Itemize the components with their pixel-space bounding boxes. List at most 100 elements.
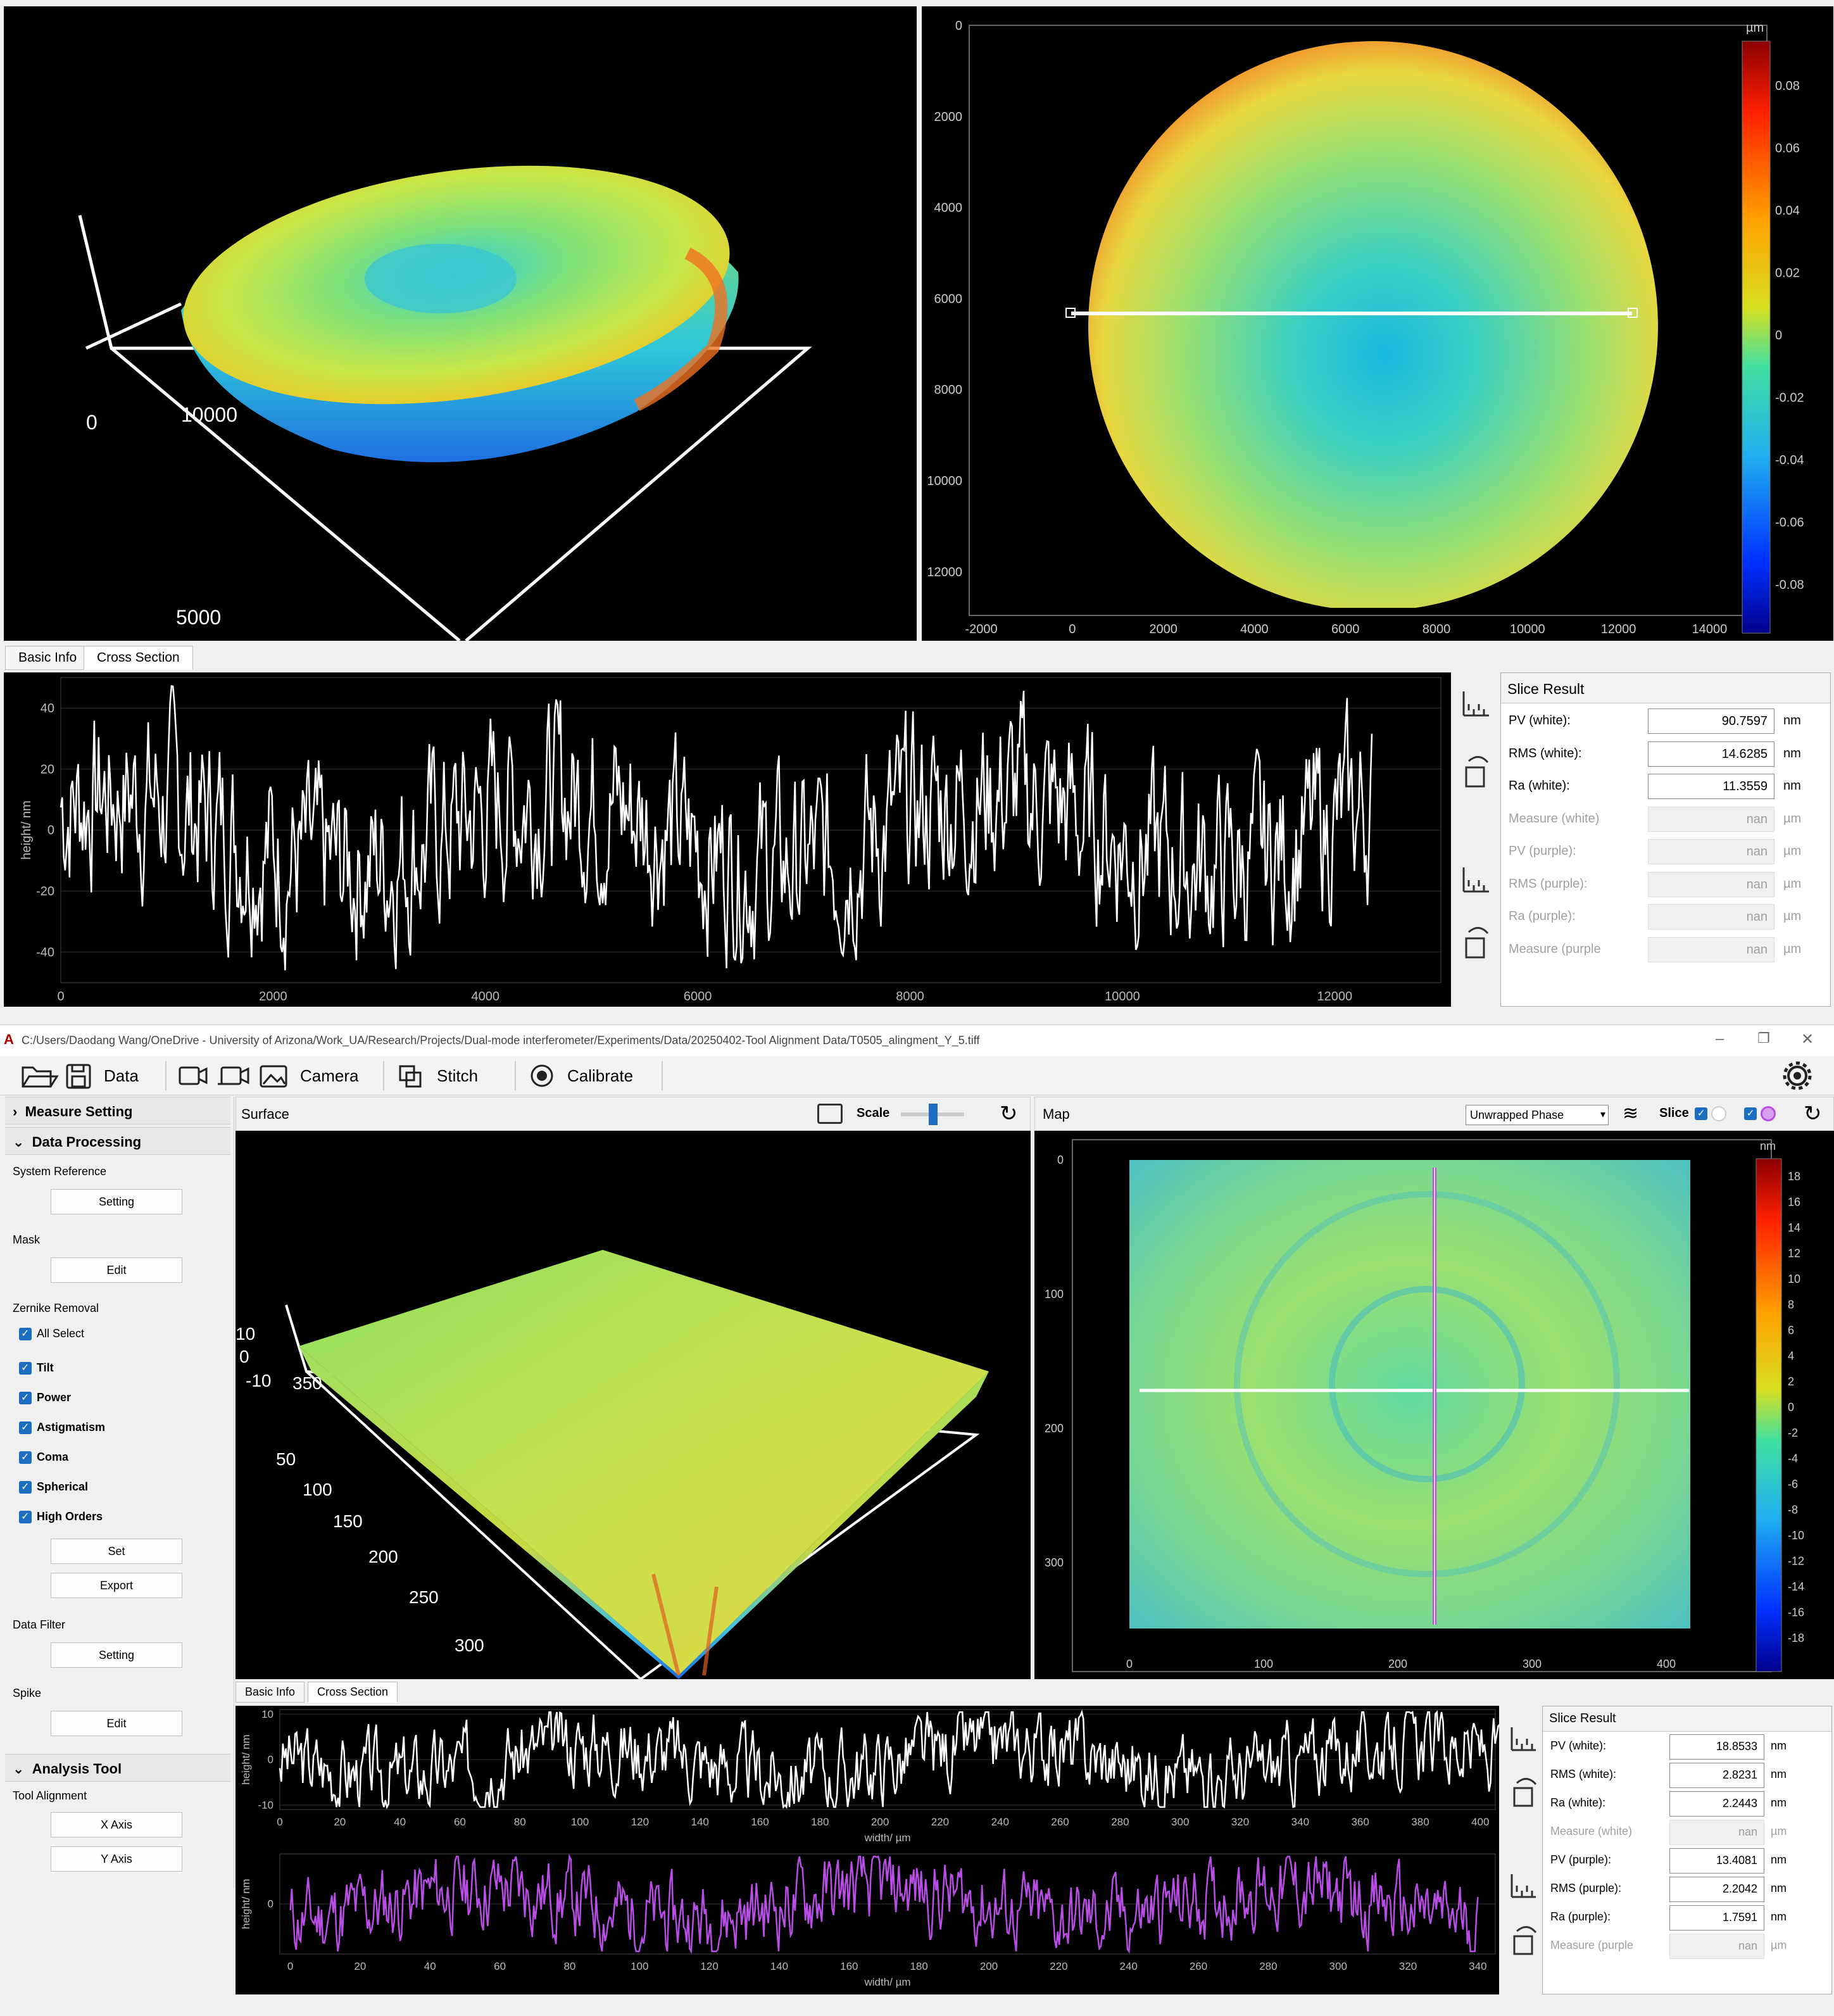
checkbox-checked-icon <box>19 1421 32 1434</box>
slice-white-checkbox[interactable]: ✓ <box>1695 1107 1707 1120</box>
tab-basic-info[interactable]: Basic Info <box>236 1682 305 1703</box>
y-axis-button[interactable]: Y Axis <box>51 1846 182 1872</box>
top-map-y-tick: 4000 <box>934 201 963 215</box>
data-filter-setting-button[interactable]: Setting <box>51 1642 182 1668</box>
map-refresh-icon[interactable]: ↻ <box>1804 1102 1822 1126</box>
maximize-button[interactable]: ❐ <box>1757 1030 1770 1046</box>
colorbar-tick: -8 <box>1788 1504 1798 1516</box>
x-tick-label: 140 <box>770 1960 788 1972</box>
mask-edit-button[interactable]: Edit <box>51 1257 182 1283</box>
spherical-checkbox[interactable]: Spherical <box>19 1480 88 1494</box>
y-tick-label: -10 <box>258 1799 273 1811</box>
x-axis-button[interactable]: X Axis <box>51 1812 182 1837</box>
top-result-label: Measure (white) <box>1509 811 1600 826</box>
close-button[interactable]: ✕ <box>1801 1031 1814 1048</box>
x-tick-label: 260 <box>1051 1816 1069 1828</box>
main-result-row: PV (purple): 13.4081 nm <box>1543 1847 1831 1875</box>
colorbar-tick: -6 <box>1788 1478 1798 1490</box>
data-button[interactable]: Data <box>104 1066 139 1085</box>
refresh-icon[interactable]: ↻ <box>1000 1102 1018 1126</box>
coma-checkbox[interactable]: Coma <box>19 1451 68 1464</box>
settings-gear-icon[interactable] <box>1778 1056 1817 1095</box>
top-colorbar-tick: -0.06 <box>1775 516 1804 530</box>
video-camera-icon <box>179 1066 208 1085</box>
measure-setting-header[interactable]: › Measure Setting <box>5 1097 230 1125</box>
top-result-row: PV (white): 90.7597 nm <box>1501 707 1830 735</box>
top-tab-basic-info[interactable]: Basic Info <box>5 646 91 670</box>
system-reference-setting-button[interactable]: Setting <box>51 1189 182 1214</box>
main-result-row: Measure (white) nan µm <box>1543 1818 1831 1846</box>
top-result-value[interactable]: 14.6285 <box>1648 741 1774 767</box>
tab-cross-section[interactable]: Cross Section <box>308 1682 398 1703</box>
main-result-value[interactable]: 2.2443 <box>1669 1791 1764 1817</box>
y-tick-label: -40 <box>36 945 54 959</box>
main-result-value[interactable]: nan <box>1669 1820 1764 1845</box>
top-result-label: Ra (purple): <box>1509 909 1576 923</box>
stitch-icon <box>383 1061 422 1090</box>
profile-line <box>279 1709 1499 1810</box>
high-orders-checkbox[interactable]: High Orders <box>19 1510 103 1523</box>
top-result-value[interactable]: 11.3559 <box>1648 774 1774 799</box>
top-result-value[interactable]: nan <box>1648 806 1774 832</box>
slice-purple-checkbox[interactable]: ✓ <box>1744 1107 1757 1120</box>
top-cross-section-plot[interactable]: 40 20 0 -20 -40 0 2000 4000 6000 8000 10000 12000 he… <box>4 672 1451 1007</box>
top-colorbar-tick: -0.02 <box>1775 391 1804 405</box>
camera-icons <box>179 1065 287 1088</box>
top-result-value[interactable]: nan <box>1648 871 1774 897</box>
calibrate-icon <box>515 1061 553 1090</box>
main-result-value[interactable]: 2.8231 <box>1669 1763 1764 1788</box>
purple-line-swatch-icon <box>1761 1106 1776 1121</box>
top-map-x-tick: -2000 <box>965 622 997 636</box>
top-tab-cross-section[interactable]: Cross Section <box>84 646 193 670</box>
top-result-unit: nm <box>1783 746 1801 760</box>
main-result-value[interactable]: 13.4081 <box>1669 1848 1764 1874</box>
scale-slider-handle[interactable] <box>929 1104 938 1125</box>
top-map-y-tick: 6000 <box>934 292 963 306</box>
power-checkbox[interactable]: Power <box>19 1391 71 1404</box>
main-result-value[interactable]: nan <box>1669 1934 1764 1959</box>
analysis-tool-header[interactable]: ⌄ Analysis Tool <box>5 1754 230 1782</box>
top-result-value[interactable]: nan <box>1648 904 1774 929</box>
main-result-value[interactable]: 2.2042 <box>1669 1877 1764 1902</box>
toolbar-icons-left <box>22 1061 166 1090</box>
zernike-set-button[interactable]: Set <box>51 1539 182 1564</box>
main-result-label: Ra (purple): <box>1550 1910 1611 1923</box>
checkbox-checked-icon <box>19 1327 32 1340</box>
top-surface-3d-plot: 0 10000 5000 <box>78 165 812 641</box>
zernike-export-button[interactable]: Export <box>51 1573 182 1598</box>
slice-settings-icon[interactable]: ≋ <box>1623 1103 1639 1124</box>
all-select-label: All Select <box>37 1327 85 1340</box>
x-tick-label: 380 <box>1411 1816 1429 1828</box>
all-select-checkbox[interactable]: All Select <box>19 1327 84 1340</box>
top-result-value[interactable]: nan <box>1648 839 1774 864</box>
minimize-button[interactable]: – <box>1716 1030 1724 1047</box>
surface-3d-view[interactable]: 10 0 -10 350 50 100 150 200 250 300 <box>236 1131 1031 1679</box>
top-result-unit: µm <box>1783 909 1802 923</box>
cross-section-plots[interactable]: 10 0 -10 0 20 40 60 80 100 120 140 160 180 200 220 240 2… <box>236 1706 1499 1994</box>
top-surface-3d-view[interactable]: 0 10000 5000 <box>4 6 917 641</box>
spike-edit-button[interactable]: Edit <box>51 1711 182 1736</box>
camera-button[interactable]: Camera <box>300 1066 359 1085</box>
x-tick-label: 180 <box>910 1960 927 1972</box>
main-result-value[interactable]: 1.7591 <box>1669 1905 1764 1931</box>
top-result-value[interactable]: nan <box>1648 936 1774 962</box>
top-colorbar-tick: 0.08 <box>1775 79 1800 93</box>
surface-y-label-50: 50 <box>276 1449 296 1469</box>
map-view[interactable]: 0 100 200 300 0 100 200 300 400 nm 18 16 14 12 10 8 6… <box>1034 1131 1834 1679</box>
map-mode-dropdown[interactable]: Unwrapped Phase ▾ <box>1466 1105 1609 1125</box>
main-result-value[interactable]: 18.8533 <box>1669 1734 1764 1760</box>
top-map-view[interactable]: 0 2000 4000 6000 8000 10000 12000 -2000 0 2000 40… <box>922 6 1833 641</box>
scale-slider[interactable] <box>901 1104 964 1125</box>
surface-panel-header: Surface Scale ↻ <box>236 1097 1031 1131</box>
fit-view-icon[interactable] <box>817 1104 843 1124</box>
tilt-checkbox[interactable]: Tilt <box>19 1361 54 1375</box>
map-y-tick: 0 <box>1057 1154 1064 1166</box>
calibrate-button[interactable]: Calibrate <box>567 1066 634 1085</box>
top-result-value[interactable]: 90.7597 <box>1648 709 1774 734</box>
astigmatism-checkbox[interactable]: Astigmatism <box>19 1421 105 1434</box>
data-processing-header[interactable]: ⌄ Data Processing <box>5 1127 230 1155</box>
map-y-tick: 100 <box>1045 1288 1064 1301</box>
main-result-unit: nm <box>1771 1882 1787 1894</box>
stitch-button[interactable]: Stitch <box>437 1066 479 1085</box>
top-map-x-tick: 2000 <box>1149 622 1178 636</box>
